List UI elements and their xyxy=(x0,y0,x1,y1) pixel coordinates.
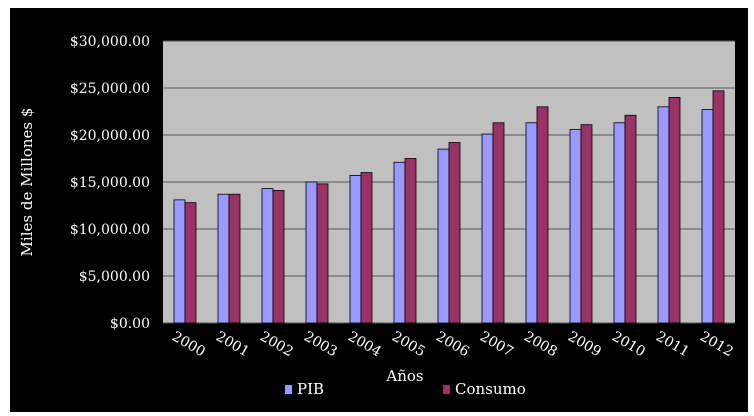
bar-pib-2010 xyxy=(613,122,626,324)
bar-pib-2009 xyxy=(569,128,582,324)
y-axis-title: Miles de Millones $ xyxy=(18,108,36,257)
bar-pib-2004 xyxy=(349,175,362,324)
x-tick-label: 2000 xyxy=(169,329,208,361)
y-tick-label: $10,000.00 xyxy=(70,222,150,238)
x-tick-label: 2011 xyxy=(653,329,692,361)
bar-pib-2001 xyxy=(217,193,230,324)
x-tick-label: 2010 xyxy=(609,329,648,361)
bar-pib-2008 xyxy=(525,122,538,324)
legend-label-pib: PIB xyxy=(297,380,324,398)
y-tick-label: $0.00 xyxy=(110,316,150,332)
bar-consumo-2006 xyxy=(448,142,461,324)
y-tick-label: $20,000.00 xyxy=(70,128,150,144)
legend-swatch-pib xyxy=(285,385,292,394)
bar-pib-2002 xyxy=(261,188,274,324)
bar-consumo-2001 xyxy=(228,193,241,324)
bar-consumo-2010 xyxy=(624,114,637,324)
x-tick-label: 2007 xyxy=(477,329,516,361)
bar-pib-2003 xyxy=(305,181,318,324)
bar-consumo-2003 xyxy=(316,183,329,324)
bar-consumo-2007 xyxy=(492,122,505,324)
bar-consumo-2002 xyxy=(272,190,285,324)
bar-consumo-2008 xyxy=(536,106,549,324)
bar-consumo-2000 xyxy=(184,202,197,324)
bar-consumo-2012 xyxy=(712,90,725,324)
bar-chart: $0.00 $5,000.00 $10,000.00 $15,000.00 $20,00… xyxy=(18,34,736,398)
y-tick-label: $30,000.00 xyxy=(70,34,150,50)
bar-pib-2012 xyxy=(701,109,714,324)
legend-swatch-consumo xyxy=(443,385,450,394)
x-tick-label: 2002 xyxy=(257,329,296,361)
x-tick-label: 2003 xyxy=(301,329,340,361)
bar-consumo-2011 xyxy=(668,97,681,324)
bar-pib-2007 xyxy=(481,133,494,324)
bar-pib-2000 xyxy=(173,199,186,324)
bar-consumo-2009 xyxy=(580,124,593,324)
x-tick-label: 2006 xyxy=(433,329,472,361)
y-tick-label: $15,000.00 xyxy=(70,175,150,191)
bar-consumo-2004 xyxy=(360,172,373,324)
x-axis-title: Años xyxy=(385,367,423,385)
bar-pib-2006 xyxy=(437,148,450,324)
x-tick-label: 2012 xyxy=(697,329,736,361)
x-tick-label: 2009 xyxy=(565,329,604,361)
bar-pib-2005 xyxy=(393,161,406,324)
bar-pib-2011 xyxy=(657,106,670,324)
bar-consumo-2005 xyxy=(404,158,417,324)
y-tick-label: $25,000.00 xyxy=(70,81,150,97)
x-tick-label: 2001 xyxy=(213,329,252,361)
y-tick-label: $5,000.00 xyxy=(79,269,150,285)
x-tick-label: 2004 xyxy=(345,329,384,361)
x-tick-label: 2008 xyxy=(521,329,560,361)
chart-frame: $0.00 $5,000.00 $10,000.00 $15,000.00 $20,00… xyxy=(10,8,748,412)
legend-label-consumo: Consumo xyxy=(455,380,526,398)
x-tick-label: 2005 xyxy=(389,329,428,361)
